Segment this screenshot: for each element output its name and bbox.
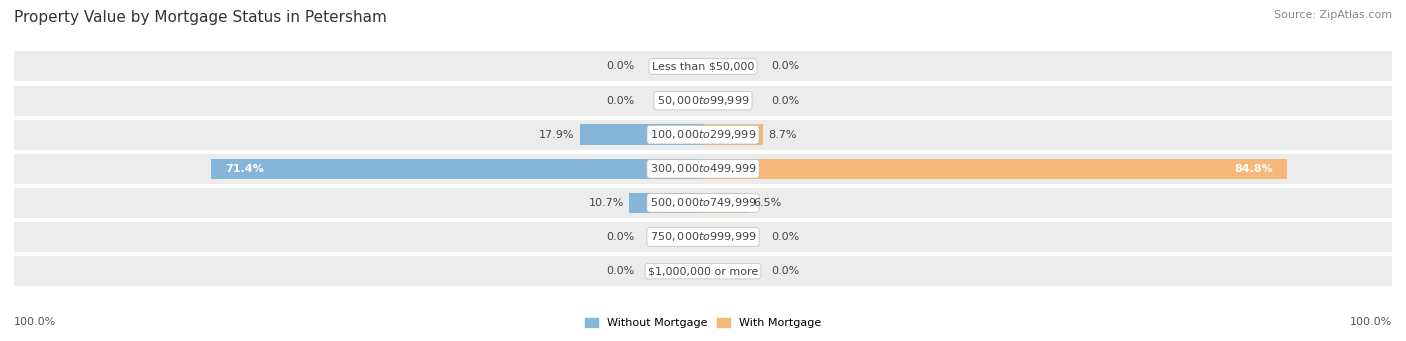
Bar xyxy=(14,51,1392,81)
Text: 6.5%: 6.5% xyxy=(754,198,782,208)
Bar xyxy=(14,188,1392,218)
Text: 0.0%: 0.0% xyxy=(772,61,800,72)
Bar xyxy=(703,193,748,213)
Text: 71.4%: 71.4% xyxy=(225,164,264,174)
Text: $300,000 to $499,999: $300,000 to $499,999 xyxy=(650,162,756,175)
Bar xyxy=(14,222,1392,252)
Bar xyxy=(579,124,703,145)
Text: 10.7%: 10.7% xyxy=(588,198,624,208)
Text: 0.0%: 0.0% xyxy=(606,266,634,276)
Legend: Without Mortgage, With Mortgage: Without Mortgage, With Mortgage xyxy=(581,313,825,332)
Bar xyxy=(14,256,1392,286)
Text: $500,000 to $749,999: $500,000 to $749,999 xyxy=(650,196,756,209)
Bar xyxy=(703,124,763,145)
Text: 84.8%: 84.8% xyxy=(1234,164,1274,174)
Bar xyxy=(14,154,1392,184)
Text: Property Value by Mortgage Status in Petersham: Property Value by Mortgage Status in Pet… xyxy=(14,10,387,25)
Bar xyxy=(14,86,1392,116)
Text: $1,000,000 or more: $1,000,000 or more xyxy=(648,266,758,276)
Bar xyxy=(630,193,703,213)
Text: 0.0%: 0.0% xyxy=(606,61,634,72)
Text: 0.0%: 0.0% xyxy=(606,232,634,242)
Text: $100,000 to $299,999: $100,000 to $299,999 xyxy=(650,128,756,141)
Text: 0.0%: 0.0% xyxy=(772,232,800,242)
Bar xyxy=(703,159,1288,179)
Text: 0.0%: 0.0% xyxy=(606,95,634,106)
Text: 0.0%: 0.0% xyxy=(772,95,800,106)
Text: Source: ZipAtlas.com: Source: ZipAtlas.com xyxy=(1274,10,1392,20)
Bar xyxy=(14,120,1392,150)
Text: 0.0%: 0.0% xyxy=(772,266,800,276)
Bar xyxy=(211,159,703,179)
Text: Less than $50,000: Less than $50,000 xyxy=(652,61,754,72)
Text: 100.0%: 100.0% xyxy=(14,317,56,327)
Text: 17.9%: 17.9% xyxy=(538,130,574,140)
Text: $750,000 to $999,999: $750,000 to $999,999 xyxy=(650,231,756,243)
Text: $50,000 to $99,999: $50,000 to $99,999 xyxy=(657,94,749,107)
Text: 8.7%: 8.7% xyxy=(769,130,797,140)
Text: 100.0%: 100.0% xyxy=(1350,317,1392,327)
